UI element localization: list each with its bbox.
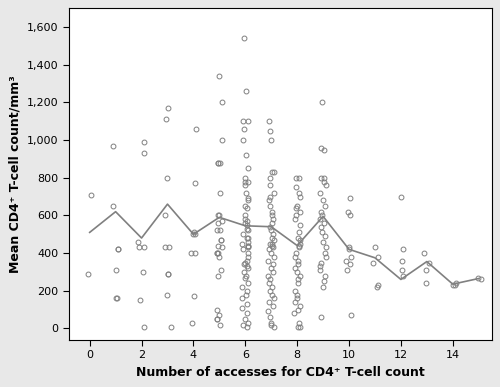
Y-axis label: Mean CD4⁺ T-cell count/mm³: Mean CD4⁺ T-cell count/mm³ — [8, 75, 22, 273]
X-axis label: Number of accesses for CD4⁺ T-cell count: Number of accesses for CD4⁺ T-cell count — [136, 366, 424, 378]
